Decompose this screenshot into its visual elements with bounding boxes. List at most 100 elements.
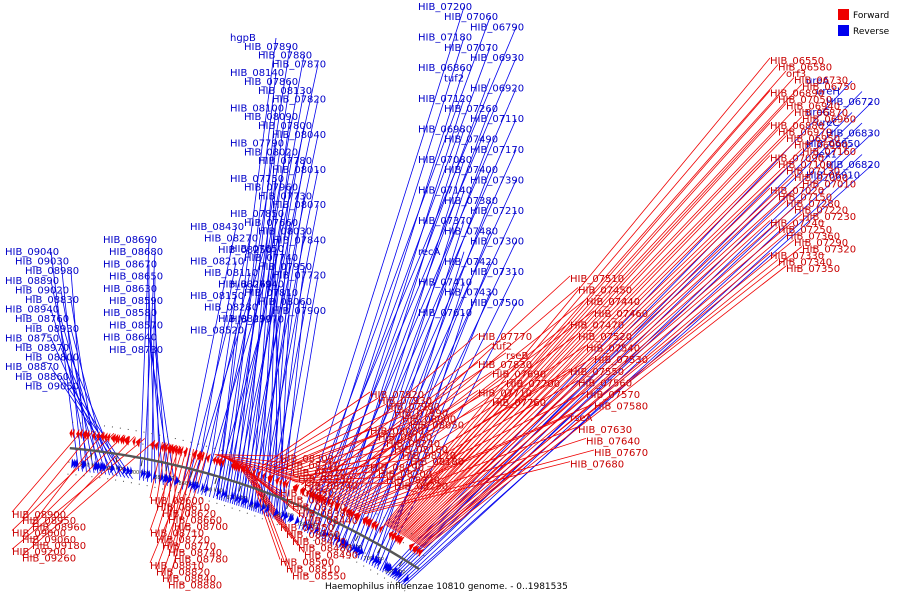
- gene-label: HIB_07490: [444, 135, 498, 146]
- gene-label: HIB_08310: [286, 461, 340, 472]
- gene-label: HIB_07180: [418, 33, 472, 44]
- gene-arrow-reverse: [302, 519, 307, 529]
- leader-line: [147, 264, 150, 482]
- gene-label: tuf2: [492, 341, 512, 352]
- leader-line: [411, 200, 787, 541]
- gene-arrow-reverse: [279, 509, 285, 520]
- gene-arrow-forward: [106, 432, 111, 443]
- leader-line: [148, 313, 164, 486]
- gene-arrow-forward: [319, 495, 326, 505]
- leader-line: [70, 271, 87, 473]
- leader-line: [343, 170, 491, 552]
- gene-arrow-forward: [197, 451, 203, 462]
- leader-line: [301, 333, 479, 486]
- gene-arrow-reverse: [394, 568, 400, 577]
- gene-label: HIB_08630: [103, 284, 157, 295]
- gene-label: HIB_07230: [802, 212, 856, 223]
- leader-line: [363, 241, 517, 562]
- gene-label: HIB_07920: [370, 390, 424, 401]
- gene-label: HIB_07520: [578, 332, 632, 343]
- gene-label: HIB_08250: [218, 245, 272, 256]
- gene-arrow-forward: [327, 498, 332, 508]
- leader-line: [407, 181, 803, 539]
- gene-arrow-reverse: [229, 491, 235, 502]
- gene-label: HIB_08830: [25, 295, 79, 306]
- gene-label: HIB_07170: [470, 145, 524, 156]
- gene-arrow-reverse: [140, 468, 144, 479]
- gene-arrow-forward: [335, 502, 342, 512]
- gene-label: HIB_07990: [394, 408, 448, 419]
- leader-line: [338, 149, 517, 549]
- leader-line: [148, 288, 156, 484]
- gene-arrow-forward: [285, 480, 290, 490]
- leader-line: [322, 399, 493, 495]
- leader-line: [406, 174, 795, 538]
- leader-line: [255, 196, 305, 513]
- gene-label: HIB_09040: [5, 247, 59, 258]
- gene-label: HIB_07330: [770, 251, 824, 262]
- gene-label: HIB_07550: [570, 367, 624, 378]
- ruler-tick-label: 800 kbp: [250, 503, 270, 509]
- leader-line: [31, 431, 105, 525]
- leader-line: [414, 220, 771, 544]
- gene-arrow-forward: [306, 488, 311, 498]
- gene-label: HIB_08210: [190, 257, 244, 268]
- gene-arrow-reverse: [125, 465, 131, 476]
- gene-label: HIB_07320: [802, 245, 856, 256]
- gene-arrow-forward: [69, 428, 73, 439]
- gene-arrow-forward: [409, 542, 416, 552]
- gene-label: HIB_07160: [802, 147, 856, 158]
- ruler-tick: [214, 478, 218, 485]
- gene-arrow-forward: [342, 505, 349, 515]
- gene-label: HIB_07150: [778, 193, 832, 204]
- gene-label: HIB_09000: [12, 529, 66, 540]
- leader-line: [379, 302, 517, 571]
- gene-arrow-reverse: [332, 534, 338, 543]
- gene-label: HIB_07480: [444, 226, 498, 237]
- gene-label: HIB_08670: [103, 259, 157, 270]
- gene-arrow-reverse: [167, 474, 173, 484]
- leader-line: [275, 434, 379, 475]
- gene-arrow-reverse: [200, 482, 204, 493]
- gene-arrow-forward: [418, 548, 425, 557]
- leader-line: [263, 403, 387, 471]
- gene-arrow-reverse: [102, 462, 107, 472]
- leader-line: [139, 239, 150, 481]
- gene-arrow-forward: [170, 444, 176, 455]
- leader-line: [272, 428, 371, 474]
- leader-line: [294, 481, 395, 484]
- leader-line: [346, 180, 517, 553]
- gene-arrow-reverse: [220, 488, 226, 499]
- gene-label: HIB_08770: [162, 542, 216, 553]
- gene-arrow-reverse: [164, 473, 169, 484]
- leader-line: [387, 77, 795, 528]
- gene-arrow-reverse: [99, 461, 105, 472]
- gene-label: HIB_07110: [470, 114, 524, 125]
- gene-label: HIB_06930: [470, 53, 524, 64]
- leader-line: [354, 210, 517, 557]
- gene-label: HIB_07760: [492, 398, 546, 409]
- gene-arrow-reverse: [320, 528, 327, 537]
- gene-arrow-reverse: [187, 479, 192, 489]
- ruler-tick: [165, 465, 168, 472]
- gene-arrow-reverse: [289, 513, 294, 523]
- gene-label: orf3: [786, 69, 806, 80]
- gene-arrow-reverse: [94, 461, 100, 471]
- gene-label: HIB_07500: [470, 298, 524, 309]
- leader-line: [266, 240, 319, 517]
- gene-label: HIB_08640: [103, 333, 157, 344]
- gene-arrow-forward: [367, 518, 374, 528]
- gene-label: HIB_08480: [298, 544, 352, 555]
- gene-label: HIB_08080: [370, 427, 424, 438]
- gene-label: ureH: [816, 87, 840, 98]
- gene-label: HIB_07960: [244, 183, 298, 194]
- gene-arrow-forward: [83, 429, 88, 440]
- gene-arrow-reverse: [260, 502, 266, 512]
- gene-label: HIB_08580: [103, 308, 157, 319]
- gene-arrow-reverse: [343, 539, 349, 549]
- gene-label: HIB_07640: [586, 436, 640, 447]
- leader-line: [143, 252, 156, 481]
- gene-arrow-forward: [206, 453, 211, 464]
- leader-line: [277, 440, 387, 476]
- ruler-tick: [115, 455, 118, 462]
